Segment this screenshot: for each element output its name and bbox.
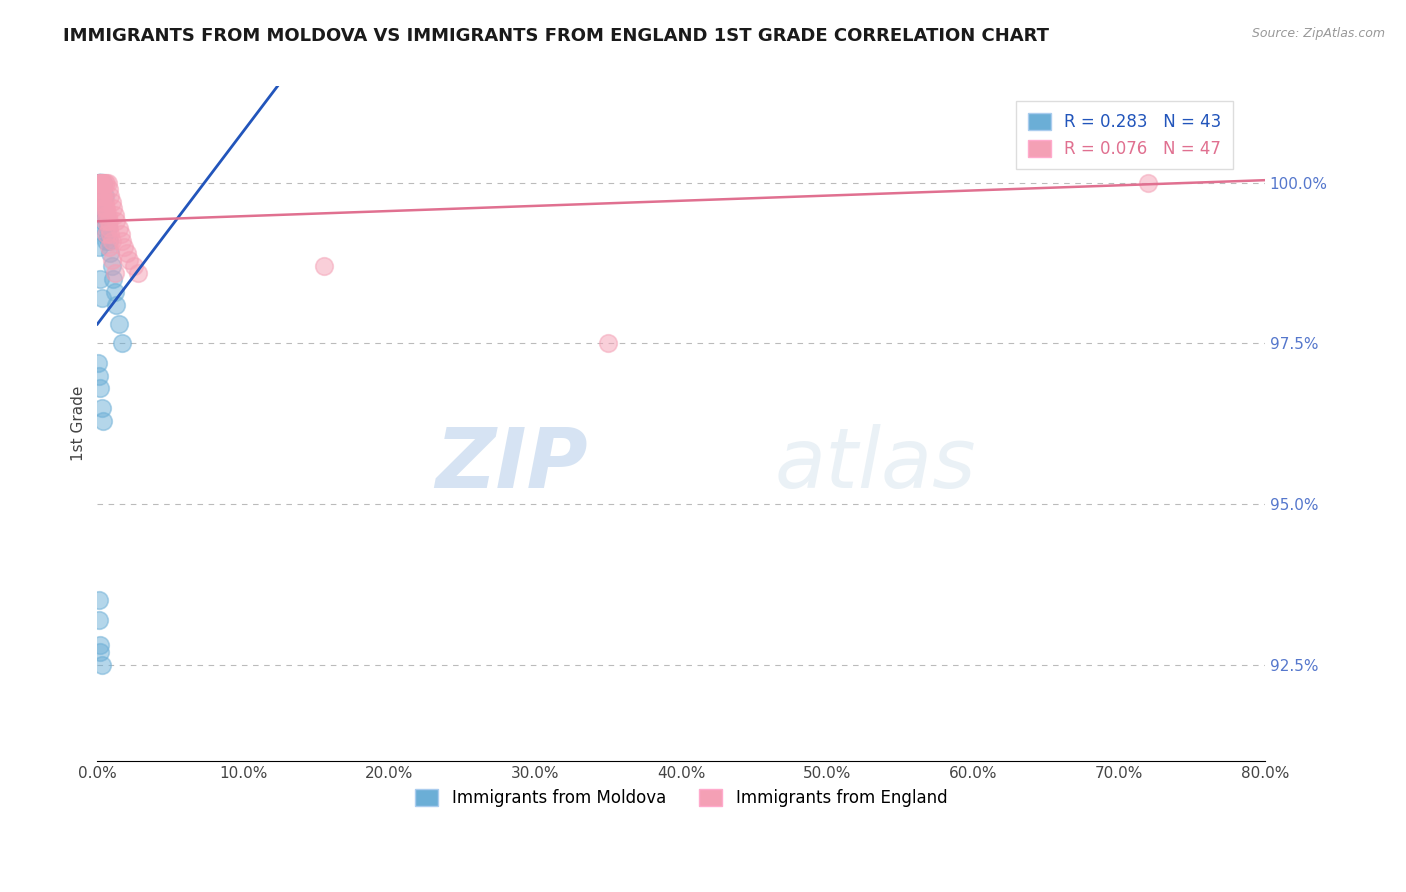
- Point: [89, 176, 111, 190]
- Point: [127, 266, 149, 280]
- Point: [91, 176, 114, 190]
- Point: [87, 356, 110, 370]
- Point: [87, 240, 110, 254]
- Point: [103, 272, 125, 286]
- Point: [93, 202, 115, 216]
- Point: [97, 214, 120, 228]
- Point: [111, 336, 134, 351]
- Point: [87, 176, 110, 190]
- Point: [91, 188, 114, 202]
- Point: [90, 194, 112, 209]
- Point: [122, 260, 145, 274]
- Point: [110, 227, 132, 242]
- Point: [87, 176, 110, 190]
- Point: [93, 220, 115, 235]
- Point: [101, 194, 124, 209]
- Text: IMMIGRANTS FROM MOLDOVA VS IMMIGRANTS FROM ENGLAND 1ST GRADE CORRELATION CHART: IMMIGRANTS FROM MOLDOVA VS IMMIGRANTS FR…: [63, 27, 1049, 45]
- Point: [111, 234, 134, 248]
- Point: [89, 176, 111, 190]
- Point: [91, 208, 114, 222]
- Point: [93, 214, 115, 228]
- Point: [103, 202, 125, 216]
- Point: [118, 252, 141, 267]
- Point: [104, 208, 127, 222]
- Point: [94, 208, 117, 222]
- Point: [89, 645, 111, 659]
- Point: [93, 214, 115, 228]
- Point: [91, 202, 114, 216]
- Point: [104, 266, 127, 280]
- Point: [87, 368, 110, 383]
- Text: Source: ZipAtlas.com: Source: ZipAtlas.com: [1251, 27, 1385, 40]
- Text: atlas: atlas: [775, 424, 976, 505]
- Point: [98, 234, 121, 248]
- Point: [100, 188, 122, 202]
- Point: [89, 381, 111, 395]
- Point: [98, 240, 121, 254]
- Y-axis label: 1st Grade: 1st Grade: [72, 386, 86, 461]
- Point: [90, 194, 112, 209]
- Point: [598, 336, 620, 351]
- Point: [100, 246, 122, 260]
- Point: [87, 176, 110, 190]
- Point: [87, 613, 110, 627]
- Point: [90, 292, 112, 306]
- Point: [97, 208, 120, 222]
- Point: [90, 401, 112, 415]
- Point: [90, 176, 112, 190]
- Point: [115, 246, 138, 260]
- Point: [94, 227, 117, 242]
- Point: [94, 234, 117, 248]
- Point: [93, 194, 115, 209]
- Point: [101, 260, 124, 274]
- Point: [89, 272, 111, 286]
- Point: [90, 182, 112, 196]
- Point: [89, 176, 111, 190]
- Point: [312, 260, 335, 274]
- Point: [101, 234, 124, 248]
- Point: [93, 188, 115, 202]
- Point: [104, 285, 127, 299]
- Text: ZIP: ZIP: [434, 424, 588, 505]
- Point: [94, 208, 117, 222]
- Point: [108, 317, 131, 331]
- Point: [87, 593, 110, 607]
- Point: [97, 220, 120, 235]
- Point: [100, 227, 122, 242]
- Point: [91, 176, 114, 190]
- Point: [90, 176, 112, 190]
- Point: [90, 657, 112, 672]
- Point: [89, 176, 111, 190]
- Point: [105, 214, 128, 228]
- Point: [89, 188, 111, 202]
- Point: [87, 176, 110, 190]
- Point: [90, 182, 112, 196]
- Point: [91, 176, 114, 190]
- Point: [97, 176, 120, 190]
- Point: [87, 182, 110, 196]
- Point: [112, 240, 135, 254]
- Point: [90, 176, 112, 190]
- Point: [101, 252, 124, 267]
- Point: [90, 188, 112, 202]
- Point: [93, 176, 115, 190]
- Point: [98, 220, 121, 235]
- Point: [91, 413, 114, 427]
- Point: [89, 188, 111, 202]
- Point: [94, 176, 117, 190]
- Point: [89, 639, 111, 653]
- Point: [93, 227, 115, 242]
- Point: [89, 176, 111, 190]
- Point: [1137, 176, 1160, 190]
- Point: [94, 202, 117, 216]
- Legend: Immigrants from Moldova, Immigrants from England: Immigrants from Moldova, Immigrants from…: [408, 782, 955, 814]
- Point: [98, 214, 121, 228]
- Point: [91, 202, 114, 216]
- Point: [98, 182, 121, 196]
- Point: [105, 298, 128, 312]
- Point: [108, 220, 131, 235]
